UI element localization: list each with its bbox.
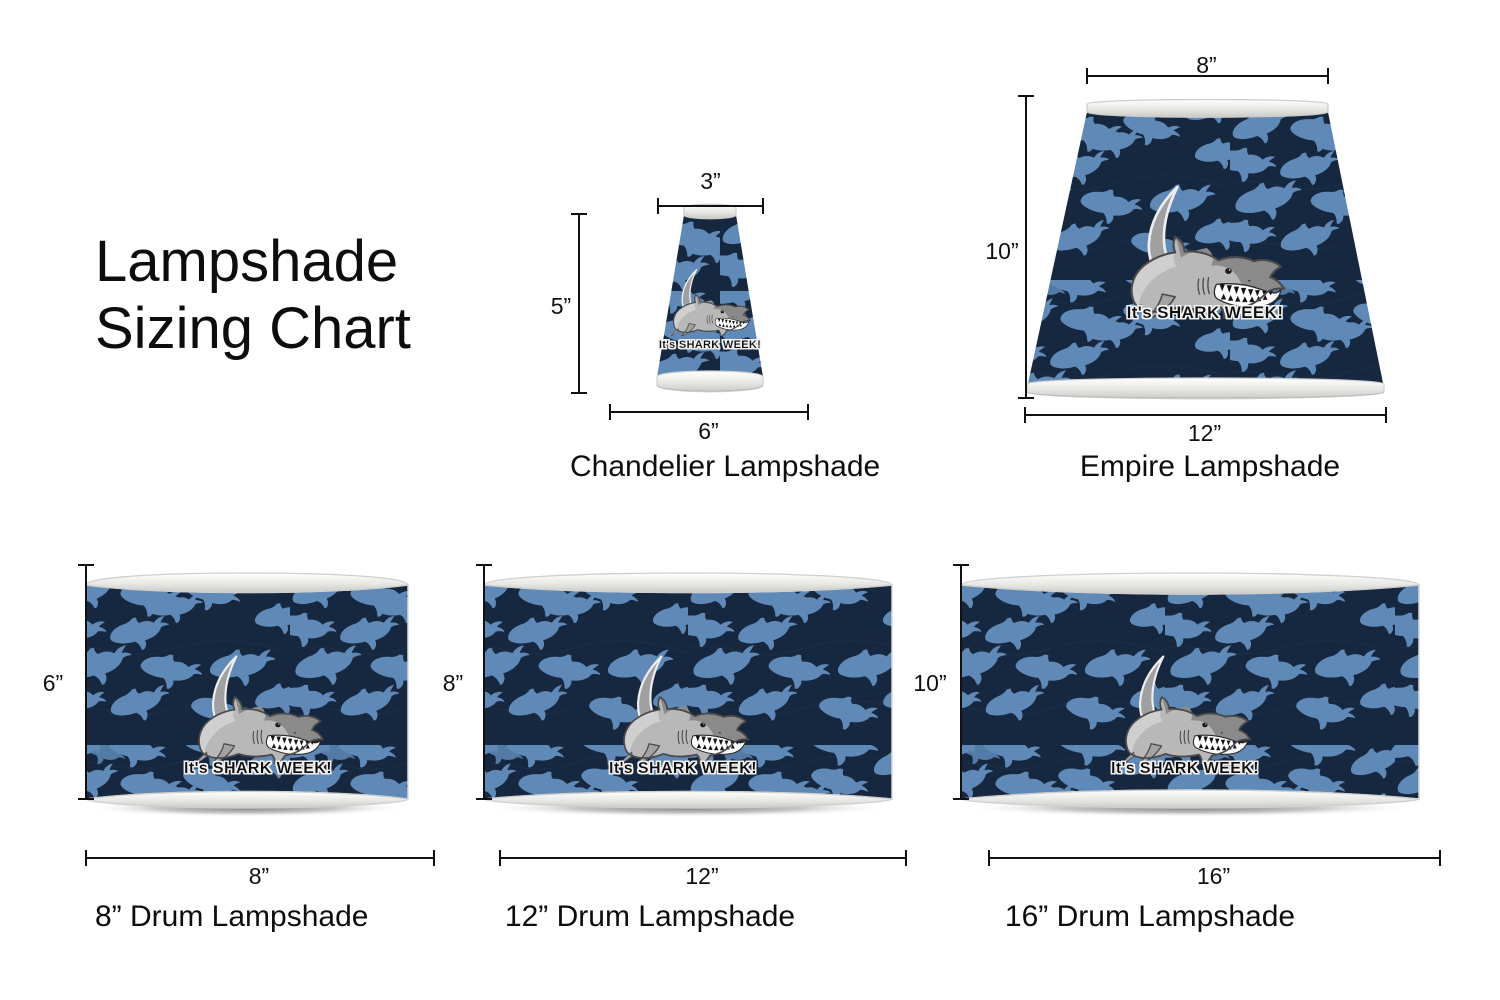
svg-text:It's SHARK WEEK!: It's SHARK WEEK! xyxy=(1127,303,1284,322)
svg-text:It's SHARK WEEK!: It's SHARK WEEK! xyxy=(609,760,757,777)
svg-text:It's SHARK WEEK!: It's SHARK WEEK! xyxy=(184,760,332,777)
svg-text:It's SHARK WEEK!: It's SHARK WEEK! xyxy=(1111,760,1259,777)
svg-text:It's SHARK WEEK!: It's SHARK WEEK! xyxy=(659,339,761,351)
